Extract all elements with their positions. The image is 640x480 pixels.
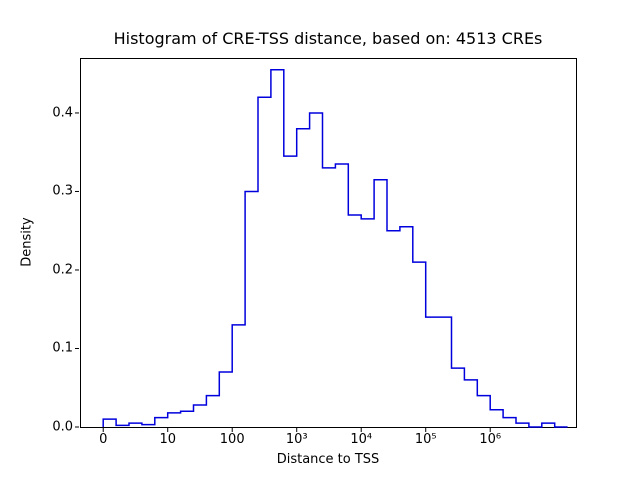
- x-tick-label: 10³: [285, 432, 308, 447]
- y-tick-label: 0.4: [52, 105, 73, 121]
- y-tick-label: 0.2: [52, 262, 73, 278]
- x-tick-label: 10⁴: [350, 432, 373, 447]
- histogram-step-line: [102, 69, 568, 428]
- x-tick-label: 10⁵: [414, 432, 437, 447]
- y-tick-label: 0.1: [52, 340, 73, 356]
- x-axis-label: Distance to TSS: [276, 452, 380, 467]
- x-tick-label: 10⁶: [479, 432, 502, 447]
- x-tick-label: 100: [219, 432, 245, 447]
- chart-title: Histogram of CRE-TSS distance, based on:…: [113, 29, 543, 48]
- y-tick-label: 0.0: [52, 419, 73, 435]
- x-tick-label: 10: [159, 432, 176, 447]
- y-tick-label: 0.3: [52, 183, 73, 199]
- x-tick-label: 0: [99, 432, 108, 447]
- axes-frame: [80, 58, 577, 428]
